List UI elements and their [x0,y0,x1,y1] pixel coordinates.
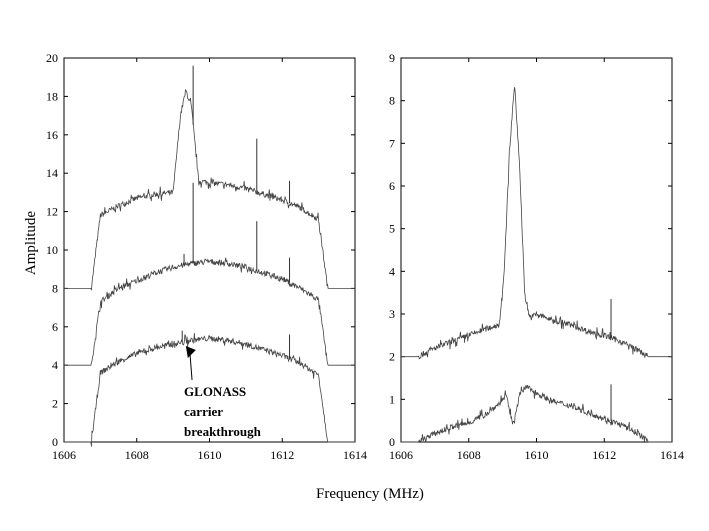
annotation-text: GLONASS [184,384,246,399]
right-panel: 1606 1608 1610 1612 1614 0 1 2 3 4 5 6 7 8 9 [389,51,684,462]
y-tick-label: 14 [46,166,58,180]
x-tick-label: 1610 [525,448,549,462]
y-tick-label: 18 [46,89,58,103]
y-tick-label: 16 [46,128,58,142]
y-tick-label: 7 [389,136,395,150]
annotation-text: carrier [184,404,223,419]
x-axis-label: Frequency (MHz) [316,486,424,502]
series-1-line [401,384,672,443]
series-2-line [64,333,355,447]
y-tick-label: 6 [52,320,58,334]
y-tick-label: 9 [389,51,395,65]
series-1-line [64,257,355,366]
y-tick-label: 10 [46,243,58,257]
y-tick-label: 2 [52,397,58,411]
y-axis-label: Amplitude [23,211,39,276]
y-tick-label: 20 [46,51,58,65]
x-tick-label: 1612 [270,448,294,462]
x-tick-label: 1606 [389,448,413,462]
annotation-arrow-line [189,351,193,380]
y-tick-label: 5 [389,222,395,236]
y-tick-label: 8 [389,94,395,108]
x-tick-label: 1608 [457,448,481,462]
x-tick-label: 1614 [343,448,367,462]
annotation-arrowhead [185,346,196,358]
y-tick-label: 12 [46,205,58,219]
x-tick-label: 1612 [592,448,616,462]
series-0-line [64,89,355,291]
series-0-line [401,86,672,360]
y-tick-label: 8 [52,281,58,295]
left-panel: 1606 1608 1610 1612 1614 0 2 4 6 8 10 12 14 16 18 20 GLO… [46,51,367,462]
x-tick-label: 1606 [52,448,76,462]
y-tick-label: 0 [52,435,58,449]
plot-frame [400,57,673,443]
y-tick-label: 0 [389,435,395,449]
y-tick-label: 6 [389,179,395,193]
y-tick-label: 2 [389,350,395,364]
y-tick-label: 4 [389,264,395,278]
y-tick-label: 3 [389,307,395,321]
y-tick-label: 4 [52,358,58,372]
x-tick-label: 1610 [198,448,222,462]
x-tick-label: 1608 [125,448,149,462]
annotation-text: breakthrough [184,424,262,439]
y-tick-label: 1 [389,392,395,406]
x-tick-label: 1614 [660,448,684,462]
